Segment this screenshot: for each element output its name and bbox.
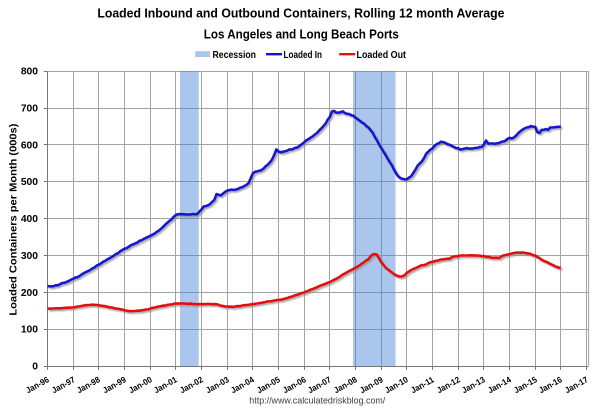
svg-text:Jan-12: Jan-12 bbox=[435, 374, 462, 395]
svg-text:Jan-02: Jan-02 bbox=[178, 374, 205, 395]
svg-text:Jan-01: Jan-01 bbox=[152, 374, 179, 395]
svg-text:Los Angeles and Long Beach Por: Los Angeles and Long Beach Ports bbox=[204, 27, 399, 42]
svg-text:Jan-15: Jan-15 bbox=[512, 374, 539, 395]
svg-text:Jan-96: Jan-96 bbox=[24, 374, 51, 395]
svg-text:Jan-00: Jan-00 bbox=[127, 374, 154, 395]
svg-text:Jan-03: Jan-03 bbox=[204, 374, 231, 395]
svg-text:Jan-14: Jan-14 bbox=[486, 374, 513, 395]
svg-text:Jan-07: Jan-07 bbox=[306, 374, 333, 395]
svg-text:http://www.calculatedriskblog.: http://www.calculatedriskblog.com/ bbox=[249, 395, 385, 405]
svg-text:400: 400 bbox=[21, 214, 38, 225]
svg-text:0: 0 bbox=[32, 362, 38, 373]
svg-text:Jan-09: Jan-09 bbox=[358, 374, 385, 395]
svg-text:200: 200 bbox=[21, 288, 38, 299]
svg-text:Jan-06: Jan-06 bbox=[281, 374, 308, 395]
svg-text:Jan-17: Jan-17 bbox=[563, 374, 590, 395]
svg-text:Jan-97: Jan-97 bbox=[50, 374, 77, 395]
svg-text:Jan-99: Jan-99 bbox=[101, 374, 128, 395]
svg-text:300: 300 bbox=[21, 251, 38, 262]
svg-text:600: 600 bbox=[21, 140, 38, 151]
svg-text:Jan-04: Jan-04 bbox=[229, 374, 256, 395]
svg-text:Jan-08: Jan-08 bbox=[332, 374, 359, 395]
svg-text:Recession: Recession bbox=[213, 50, 257, 61]
svg-text:Jan-98: Jan-98 bbox=[75, 374, 102, 395]
svg-text:Jan-13: Jan-13 bbox=[460, 374, 487, 395]
svg-text:500: 500 bbox=[21, 177, 38, 188]
svg-text:Loaded Containers per Month (0: Loaded Containers per Month (000s) bbox=[8, 124, 19, 316]
svg-text:Jan-16: Jan-16 bbox=[537, 374, 564, 395]
svg-text:700: 700 bbox=[21, 104, 38, 115]
svg-text:Loaded In: Loaded In bbox=[284, 50, 323, 61]
svg-text:100: 100 bbox=[21, 325, 38, 336]
svg-text:Loaded Inbound and Outbound Co: Loaded Inbound and Outbound Containers, … bbox=[97, 5, 504, 20]
svg-text:Loaded Out: Loaded Out bbox=[357, 50, 407, 61]
svg-text:800: 800 bbox=[21, 67, 38, 78]
svg-text:Jan-11: Jan-11 bbox=[409, 374, 436, 395]
svg-text:Jan-05: Jan-05 bbox=[255, 374, 282, 395]
svg-text:Jan-10: Jan-10 bbox=[383, 374, 410, 395]
